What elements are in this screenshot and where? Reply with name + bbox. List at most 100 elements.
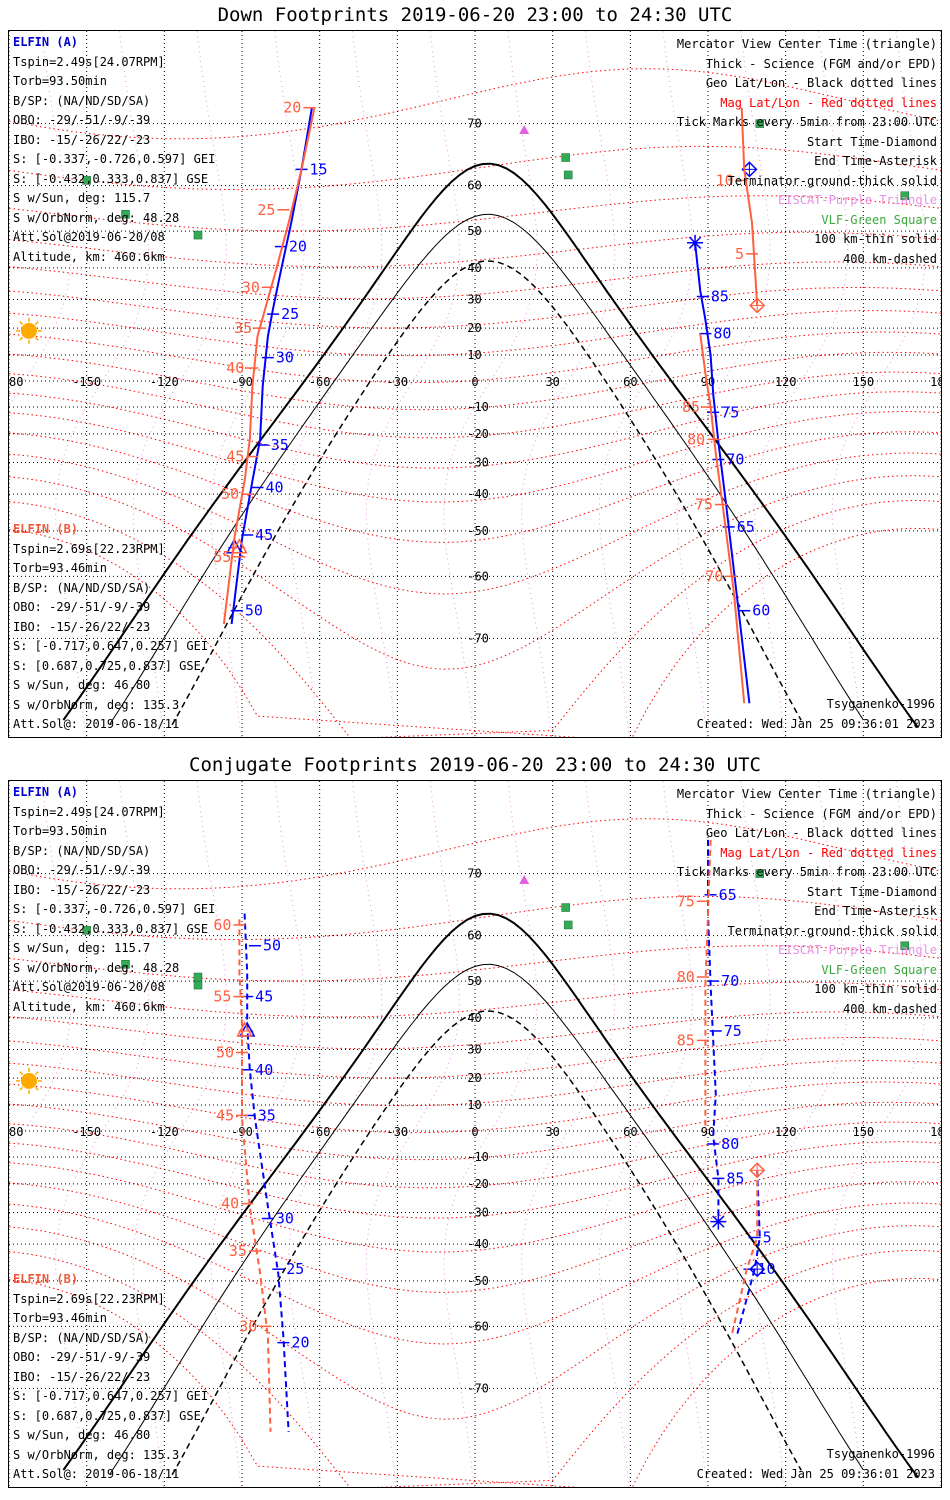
info-line: IBO: -15/-26/22/-23 <box>13 619 151 634</box>
info-line: S w/OrbNorm, deg: 135.3 <box>13 1447 180 1462</box>
mag-lat-line <box>9 310 941 357</box>
conjugate-footprints-panel: Conjugate Footprints 2019-06-20 23:00 to… <box>8 750 942 1492</box>
time-tick-label: 70 <box>705 567 723 585</box>
info-line: Att.Sol@: 2019-06-18/11 <box>13 717 180 731</box>
mag-lat-line <box>9 231 941 268</box>
legend-entry: 100 km-thin solid <box>814 232 937 246</box>
mercator-map: -180-150-120-90-60-300306090120150180-70… <box>9 31 941 737</box>
info-line: Altitude, km: 460.6km <box>13 999 165 1014</box>
lat-tick-label: 30 <box>467 293 481 307</box>
time-tick-label: 85 <box>677 1031 695 1049</box>
mag-lat-line <box>9 1225 941 1420</box>
info-line: Altitude: 460.7km <box>13 1485 208 1488</box>
down-footprints-panel: Down Footprints 2019-06-20 23:00 to 24:3… <box>8 0 942 742</box>
lon-tick-label: -90 <box>231 1125 253 1139</box>
legend-entry: EISCAT-Purple Triangle <box>778 943 937 957</box>
legend-entry: Mercator View Center Time (triangle) <box>676 787 937 801</box>
mag-lat-line <box>9 475 941 670</box>
lon-tick-label: 60 <box>623 375 637 389</box>
vlf-square-icon <box>561 153 570 162</box>
lat-tick-label: -50 <box>467 1274 489 1288</box>
time-tick-label: 15 <box>310 160 328 178</box>
lat-tick-label: -40 <box>467 487 489 501</box>
lon-tick-label: 30 <box>545 1125 559 1139</box>
info-line: S: [-0.717,0.647,0.257] GEI <box>13 639 209 653</box>
time-tick-label: 50 <box>216 1043 234 1061</box>
elfin-a-info: ELFIN (A) Tspin=2.49s[24.07RPM] Torb=93.50… <box>13 783 215 1017</box>
model-label: Tsyganenko-1996 <box>826 697 935 711</box>
legend-entry: Geo Lat/Lon - Black dotted lines <box>705 76 937 90</box>
lat-tick-label: 40 <box>467 1011 481 1025</box>
info-line: S w/Sun, deg: 46.80 <box>13 678 151 692</box>
mag-lon-line <box>521 781 616 1487</box>
time-tick-label: 65 <box>719 886 737 904</box>
legend-entry: 400 km-dashed <box>843 251 937 266</box>
mag-lat-line <box>9 1060 941 1107</box>
sun-icon <box>21 1072 37 1089</box>
info-line: Altitude, km: 460.6km <box>13 249 165 264</box>
time-tick-label: 20 <box>291 1334 309 1352</box>
model-label: Tsyganenko-1996 <box>826 1447 935 1461</box>
time-tick-label: 35 <box>229 1242 247 1260</box>
info-line: Altitude: 460.7km <box>13 735 208 738</box>
time-tick-label: 45 <box>255 526 273 544</box>
lat-tick-label: -10 <box>467 400 489 414</box>
vlf-square-icon <box>193 972 203 982</box>
time-tick-label: 50 <box>221 485 239 503</box>
end-asterisk-icon <box>688 236 702 249</box>
lon-tick-label: 0 <box>471 375 478 389</box>
time-tick-label: 55 <box>213 988 231 1006</box>
elfin-a-info: ELFIN (A) Tspin=2.49s[24.07RPM] Torb=93.50… <box>13 33 215 267</box>
info-line: S: [-0.432,0.333,0.837] GSE <box>13 171 209 186</box>
lon-tick-label: -150 <box>72 375 101 389</box>
elfin-a-track <box>735 1170 761 1338</box>
time-tick-label: 5 <box>735 245 744 263</box>
time-tick-label: 45 <box>255 988 273 1006</box>
lat-tick-label: 70 <box>467 867 481 881</box>
lat-tick-label: -70 <box>467 1381 489 1395</box>
time-tick-label: 35 <box>258 1106 276 1124</box>
mag-lat-line <box>9 145 941 191</box>
terminator-ground <box>62 912 919 1478</box>
time-tick-label: 40 <box>255 1061 273 1079</box>
legend-entry: Mag Lat/Lon - Red dotted lines <box>720 845 937 860</box>
mag-lat-line <box>9 287 941 329</box>
map-frame: -180 -150 -120 -90 -60 -30 0 30 60 90 120 150 180 -70… <box>8 780 942 1488</box>
time-tick-label: 70 <box>726 451 744 469</box>
panel-title: Down Footprints 2019-06-20 23:00 to 24:3… <box>217 4 733 26</box>
mag-lon-line <box>365 31 460 737</box>
info-line: Torb=93.50min <box>13 74 107 88</box>
legend-entry: Mercator View Center Time (triangle) <box>676 37 937 51</box>
mag-lat-line <box>9 1037 941 1079</box>
sun-icon <box>21 322 37 339</box>
lon-tick-label: 60 <box>623 1125 637 1139</box>
info-line: S w/OrbNorm, deg: 48.28 <box>13 960 180 975</box>
info-line: S: [-0.337,-0.726,0.597] GEI <box>13 152 216 166</box>
time-tick-label: 45 <box>226 448 244 466</box>
vlf-square-icon <box>900 191 910 200</box>
panel-title: Conjugate Footprints 2019-06-20 23:00 to… <box>189 754 761 776</box>
satellite-name: ELFIN (A) <box>13 785 79 799</box>
info-line: OBO: -29/-51/-9/-39 <box>13 863 151 877</box>
time-tick-label: 10 <box>716 171 734 189</box>
lon-tick-label: -120 <box>150 375 179 389</box>
lat-tick-label: -30 <box>467 455 489 469</box>
info-line: OBO: -29/-51/-9/-39 <box>13 600 151 614</box>
lon-tick-label: 180 <box>930 375 941 389</box>
legend-entry: Terminator-ground-thick solid <box>727 923 937 938</box>
lon-tick-label: -30 <box>386 1125 408 1139</box>
lat-tick-label: -20 <box>467 427 489 441</box>
info-line: IBO: -15/-26/22/-23 <box>13 1369 151 1384</box>
time-tick-label: 35 <box>234 319 252 337</box>
time-tick-label: 85 <box>726 1169 744 1187</box>
info-line: S: [-0.717,0.647,0.257] GEI <box>13 1389 209 1403</box>
legend-entry: Start Time-Diamond <box>806 884 937 899</box>
vlf-square-icon <box>121 959 130 969</box>
info-line: S w/OrbNorm, deg: 135.3 <box>13 697 180 712</box>
lat-tick-label: 40 <box>467 261 481 275</box>
sun-ray <box>34 1071 39 1076</box>
mag-lon-line <box>443 31 538 737</box>
lat-tick-label: 20 <box>467 1071 481 1085</box>
mag-lat-line <box>9 431 941 543</box>
info-line: S w/OrbNorm, deg: 48.28 <box>13 210 180 225</box>
